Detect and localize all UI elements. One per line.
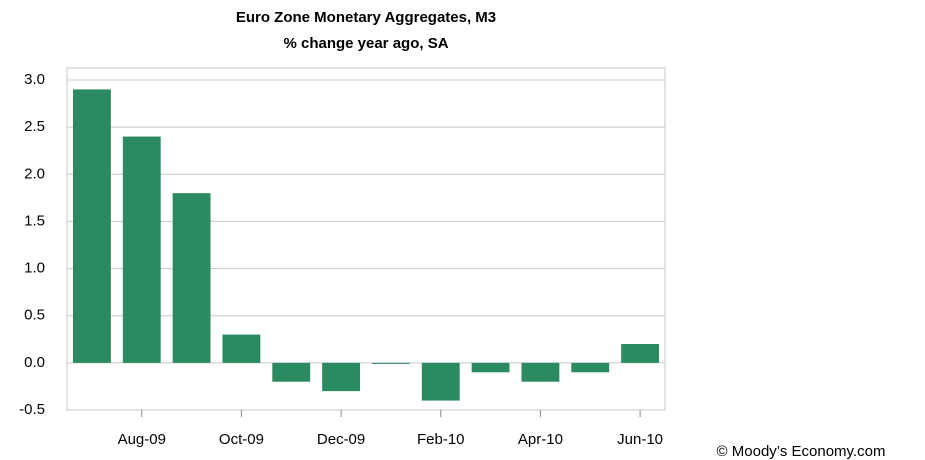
- bar: [172, 193, 211, 363]
- x-tick-label: Feb-10: [417, 431, 465, 448]
- bar: [72, 89, 111, 363]
- y-tick-label: 2.0: [24, 165, 45, 182]
- bar: [621, 344, 660, 363]
- plot-frame: [66, 67, 666, 411]
- bar: [571, 362, 610, 373]
- x-tick-label: Dec-09: [317, 431, 365, 448]
- y-tick-label: 1.5: [24, 212, 45, 229]
- y-tick-label: 0.0: [24, 354, 45, 371]
- y-tick-label: 3.0: [24, 71, 45, 88]
- bar: [521, 362, 560, 382]
- chart-subtitle: % change year ago, SA: [283, 35, 448, 52]
- y-tick-label: 0.5: [24, 307, 45, 324]
- chart-title: Euro Zone Monetary Aggregates, M3: [236, 9, 496, 26]
- bar: [421, 362, 460, 401]
- y-tick-label: 2.5: [24, 118, 45, 135]
- x-tick-label: Aug-09: [118, 431, 166, 448]
- bar: [322, 362, 361, 392]
- bar: [222, 334, 261, 363]
- bar: [122, 136, 161, 363]
- x-tick-label: Oct-09: [219, 431, 264, 448]
- x-tick-label: Apr-10: [518, 431, 563, 448]
- bar: [272, 362, 311, 382]
- bar: [471, 362, 510, 373]
- y-tick-label: -0.5: [19, 401, 45, 418]
- bar: [371, 362, 410, 364]
- x-tick-label: Jun-10: [617, 431, 663, 448]
- y-tick-label: 1.0: [24, 260, 45, 277]
- source-note: © Moody’s Economy.com: [717, 443, 886, 460]
